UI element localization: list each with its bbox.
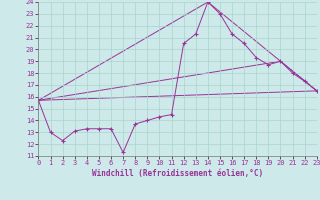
X-axis label: Windchill (Refroidissement éolien,°C): Windchill (Refroidissement éolien,°C) [92, 169, 263, 178]
